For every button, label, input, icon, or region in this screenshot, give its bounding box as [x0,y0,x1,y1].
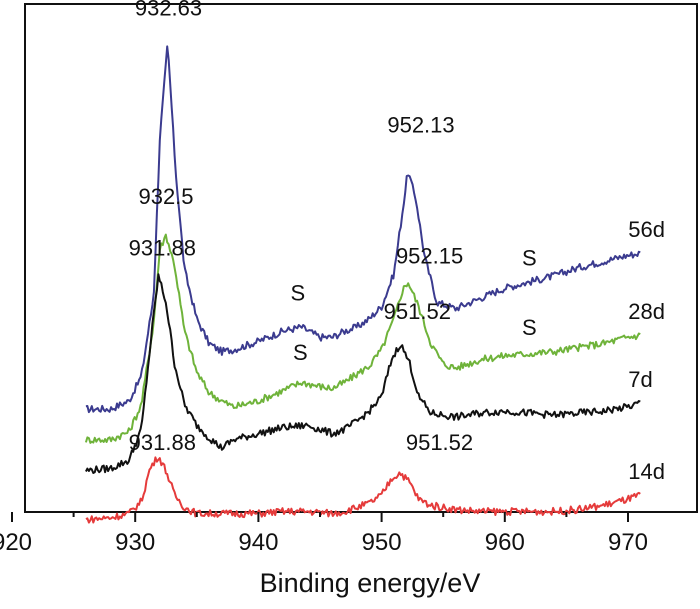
x-tick-label: 920 [0,529,32,556]
peak-label: 932.63 [135,0,202,20]
x-tick-label: 960 [485,529,525,556]
x-tick-label: 950 [362,529,402,556]
annotation-group: 932.63 952.13 932.5 931.88 952.15 951.52 931.8… [129,0,537,455]
series-group: 56d 28d 7d 14d [84,45,665,524]
series-label-14d: 14d [628,459,665,484]
series-line-56d [85,45,641,414]
peak-label: 931.88 [129,430,196,455]
satellite-label: S [522,246,537,271]
series-label-56d: 56d [628,217,665,242]
satellite-label: S [522,315,537,340]
series-line-14d [85,456,641,524]
x-tick-label: 970 [608,529,648,556]
peak-label: 931.88 [129,235,196,260]
series-label-28d: 28d [628,299,665,324]
peak-label: 951.52 [406,430,473,455]
peak-label: 952.13 [387,112,454,137]
satellite-label: S [293,340,308,365]
peak-label: 951.52 [384,299,451,324]
peak-label: 952.15 [396,243,463,268]
plot-frame [24,3,698,513]
x-tick-label: 930 [115,529,155,556]
series-label-7d: 7d [628,367,652,392]
series-line-7d [85,273,641,474]
x-axis-ticks: 920 930 940 950 960 970 [0,512,648,556]
satellite-label: S [290,280,305,305]
peak-label: 932.5 [138,184,193,209]
series-line-28d [84,233,641,444]
x-tick-label: 940 [238,529,278,556]
x-axis-title: Binding energy/eV [260,568,481,598]
